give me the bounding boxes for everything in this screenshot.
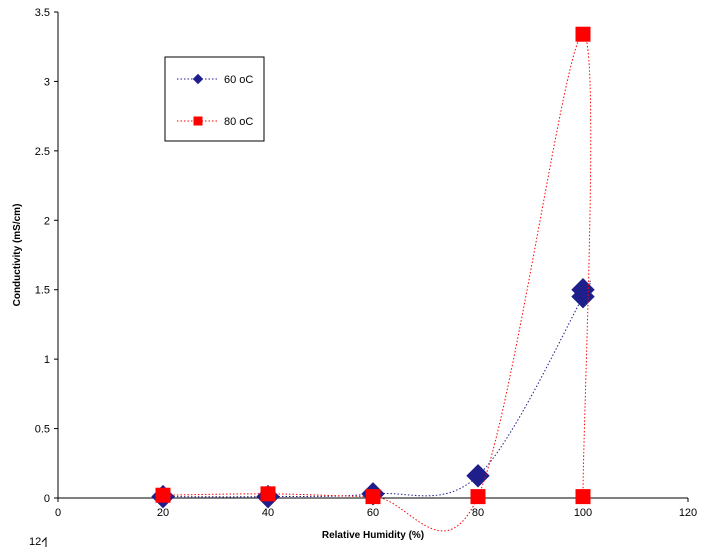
series-line [162,280,592,498]
data-point [575,489,591,505]
legend: 60 oC 80 oC [164,56,265,142]
series-line [162,33,592,532]
data-point [470,489,486,505]
data-point [466,464,490,488]
y-tick-label: 0.5 [35,424,50,436]
data-point [365,489,381,505]
x-tick-label: 60 [367,507,379,519]
x-tick-label: 100 [574,507,592,519]
x-tick-label: 80 [472,507,484,519]
data-point [155,487,171,503]
x-axis-title: Relative Humidity (%) [322,530,424,541]
x-tick-label: 40 [262,507,274,519]
series-0 [151,278,595,509]
data-point [260,486,276,502]
data-point [575,26,591,42]
y-axis-title: Conductivity (mS/cm) [12,204,23,307]
y-tick-label: 1.5 [35,285,50,297]
y-tick-label: 2 [44,215,50,227]
footer-bracket-mark [41,536,47,547]
series-1 [155,26,592,532]
legend-frame [164,56,265,142]
legend-label: 60 oC [224,74,253,86]
y-tick-label: 2.5 [35,146,50,158]
y-tick-label: 0 [44,493,50,505]
y-tick-label: 3.5 [35,7,50,19]
x-tick-label: 20 [157,507,169,519]
y-tick-label: 1 [44,354,50,366]
axes: 0 0.5 1 1.5 2 2.5 3 3.5 0 20 40 60 80 100 120 [35,7,697,519]
series-layer [151,26,595,532]
legend-marker [193,116,203,126]
legend-label: 80 oC [224,116,253,128]
legend-marker [192,73,204,85]
x-tick-label: 120 [679,507,697,519]
footer-label: 12 [29,536,41,547]
x-tick-label: 0 [55,507,61,519]
y-tick-label: 3 [44,76,50,88]
